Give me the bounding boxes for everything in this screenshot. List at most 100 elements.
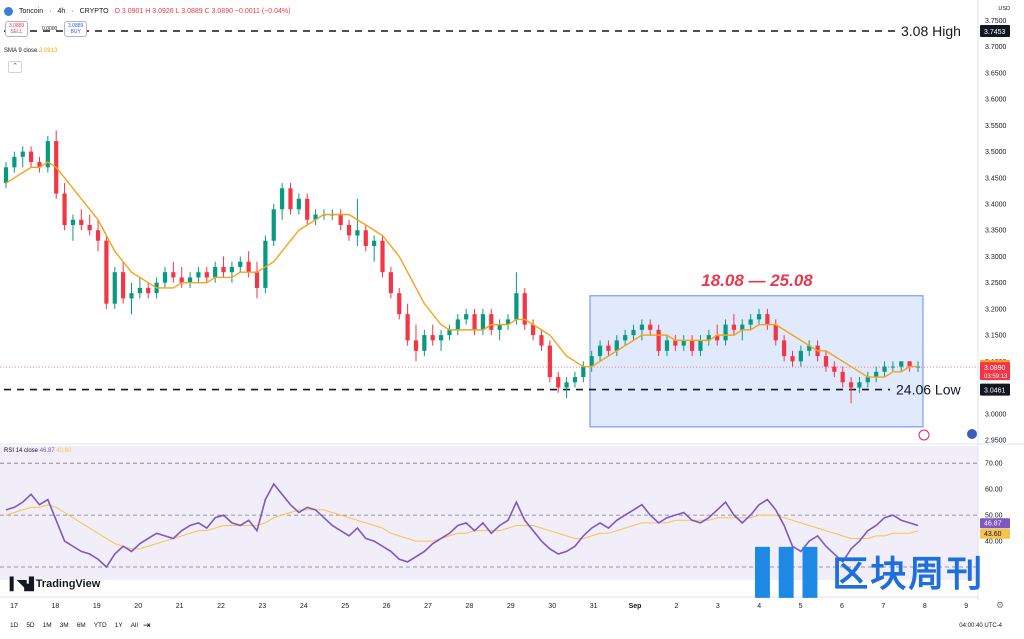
candle-body xyxy=(581,366,586,378)
candle-body xyxy=(857,382,862,388)
timeframe-1y[interactable]: 1Y xyxy=(114,622,123,629)
high-label: 3.08 High xyxy=(901,23,961,39)
time-tick-label: 21 xyxy=(176,603,184,610)
candle-body xyxy=(614,340,619,351)
candle-body xyxy=(681,340,686,346)
low-price-text: 3.0461 xyxy=(984,388,1006,395)
currency-label[interactable]: USD xyxy=(998,6,1010,12)
candle-body xyxy=(756,314,762,320)
time-tick-label: 2 xyxy=(674,603,678,610)
candle-body xyxy=(346,225,352,236)
candle-body xyxy=(597,345,603,357)
timeframe-1m[interactable]: 1M xyxy=(42,622,52,629)
interval-label[interactable]: 4h xyxy=(57,7,66,15)
candle-body xyxy=(740,324,745,330)
timeframe-5d[interactable]: 5D xyxy=(26,622,35,629)
timeframe-1d[interactable]: 1D xyxy=(10,622,19,629)
candle-body xyxy=(388,272,393,294)
candle-body xyxy=(631,329,636,336)
candle-body xyxy=(848,382,854,388)
candle-body xyxy=(782,340,787,357)
price-tick-label: 3.4000 xyxy=(985,202,1007,209)
collapse-legend-icon[interactable]: ⌃ xyxy=(8,61,22,73)
candle-body xyxy=(589,356,594,367)
candle-body xyxy=(455,319,460,330)
candle-body xyxy=(438,335,444,341)
candle-body xyxy=(648,324,653,330)
tradingview-logo: ▍◥▟ TradingView xyxy=(10,577,101,591)
timeframe-bar: 1D 5D 1M 3M 6M YTD 1Y All xyxy=(10,622,138,629)
date-range-icon[interactable]: ⇥ xyxy=(143,620,151,630)
timeframe-6m[interactable]: 6M xyxy=(76,622,86,629)
rsi-value-tag xyxy=(980,518,1010,529)
high-price-text: 3.7453 xyxy=(984,29,1006,36)
price-tick-label: 3.5000 xyxy=(985,149,1007,156)
candle-body xyxy=(497,324,502,330)
price-tick-label: 3.7000 xyxy=(985,44,1007,51)
candle-body xyxy=(79,219,84,225)
price-tick-label: 3.6500 xyxy=(985,70,1007,77)
timeframe-all[interactable]: All xyxy=(130,622,138,629)
timeframe-ytd[interactable]: YTD xyxy=(93,622,107,629)
sma-legend[interactable]: SMA 9 close 3.0913 xyxy=(4,48,58,54)
candle-body xyxy=(606,345,611,351)
time-tick-label: 3 xyxy=(716,603,720,610)
time-tick-label: 24 xyxy=(300,603,308,610)
candle-body xyxy=(229,266,235,273)
price-tick-label: 3.7500 xyxy=(985,18,1007,25)
rsi-legend[interactable]: RSI 14 close 46.87 43.60 xyxy=(4,448,72,454)
high-price-tag xyxy=(980,25,1010,37)
candle-body xyxy=(305,198,310,220)
tradingview-mark-icon: ▍◥▟ xyxy=(10,577,34,591)
candle-body xyxy=(87,225,92,231)
time-tick-label: 22 xyxy=(217,603,225,610)
settings-gear-icon[interactable]: ⚙ xyxy=(996,600,1005,610)
rsi-tick-label: 50.00 xyxy=(985,513,1003,520)
candle-body xyxy=(121,272,126,299)
candle-body xyxy=(656,329,661,351)
price-tick-label: 3.5500 xyxy=(985,123,1007,130)
candle-body xyxy=(907,361,912,367)
candle-body xyxy=(673,340,678,346)
candle-body xyxy=(840,371,845,383)
candle-body xyxy=(29,151,34,163)
candle-body xyxy=(807,345,812,351)
time-tick-label: 18 xyxy=(52,603,60,610)
sell-button[interactable]: 3.0889 SELL xyxy=(5,21,29,37)
candle-body xyxy=(213,266,218,278)
candle-body xyxy=(129,293,134,299)
candle-body xyxy=(430,335,435,341)
timezone-clock[interactable]: 04:00:40 UTC-4 xyxy=(959,623,1002,629)
time-tick-label: 4 xyxy=(757,603,761,610)
candle-body xyxy=(731,324,737,330)
candle-body xyxy=(664,340,670,351)
candle-body xyxy=(865,377,870,383)
candle-body xyxy=(62,193,67,225)
candle-body xyxy=(447,329,452,336)
candle-body xyxy=(280,188,285,210)
rsi-ma-line xyxy=(5,504,919,550)
time-tick-label: 28 xyxy=(466,603,474,610)
toncoin-logo-icon xyxy=(4,6,13,16)
time-tick-label: 25 xyxy=(341,603,349,610)
timeframe-3m[interactable]: 3M xyxy=(59,622,69,629)
candle-body xyxy=(254,272,260,288)
candle-body xyxy=(112,272,117,304)
time-tick-label: 31 xyxy=(590,603,598,610)
candle-body xyxy=(748,319,753,325)
rsi-tick-label: 40.00 xyxy=(985,539,1003,546)
buy-button[interactable]: 3.0889 BUY xyxy=(64,21,88,37)
candle-body xyxy=(204,272,209,278)
candle-body xyxy=(246,261,251,273)
candle-body xyxy=(715,335,720,341)
candle-body xyxy=(472,314,477,330)
low-label: 24.06 Low xyxy=(896,382,961,398)
candle-body xyxy=(12,156,17,168)
candle-body xyxy=(899,361,904,367)
candle-body xyxy=(798,350,803,362)
candle-body xyxy=(531,324,536,336)
time-tick-label: 6 xyxy=(840,603,844,610)
symbol-name[interactable]: Toncoin xyxy=(19,7,44,15)
candle-body xyxy=(288,188,293,210)
